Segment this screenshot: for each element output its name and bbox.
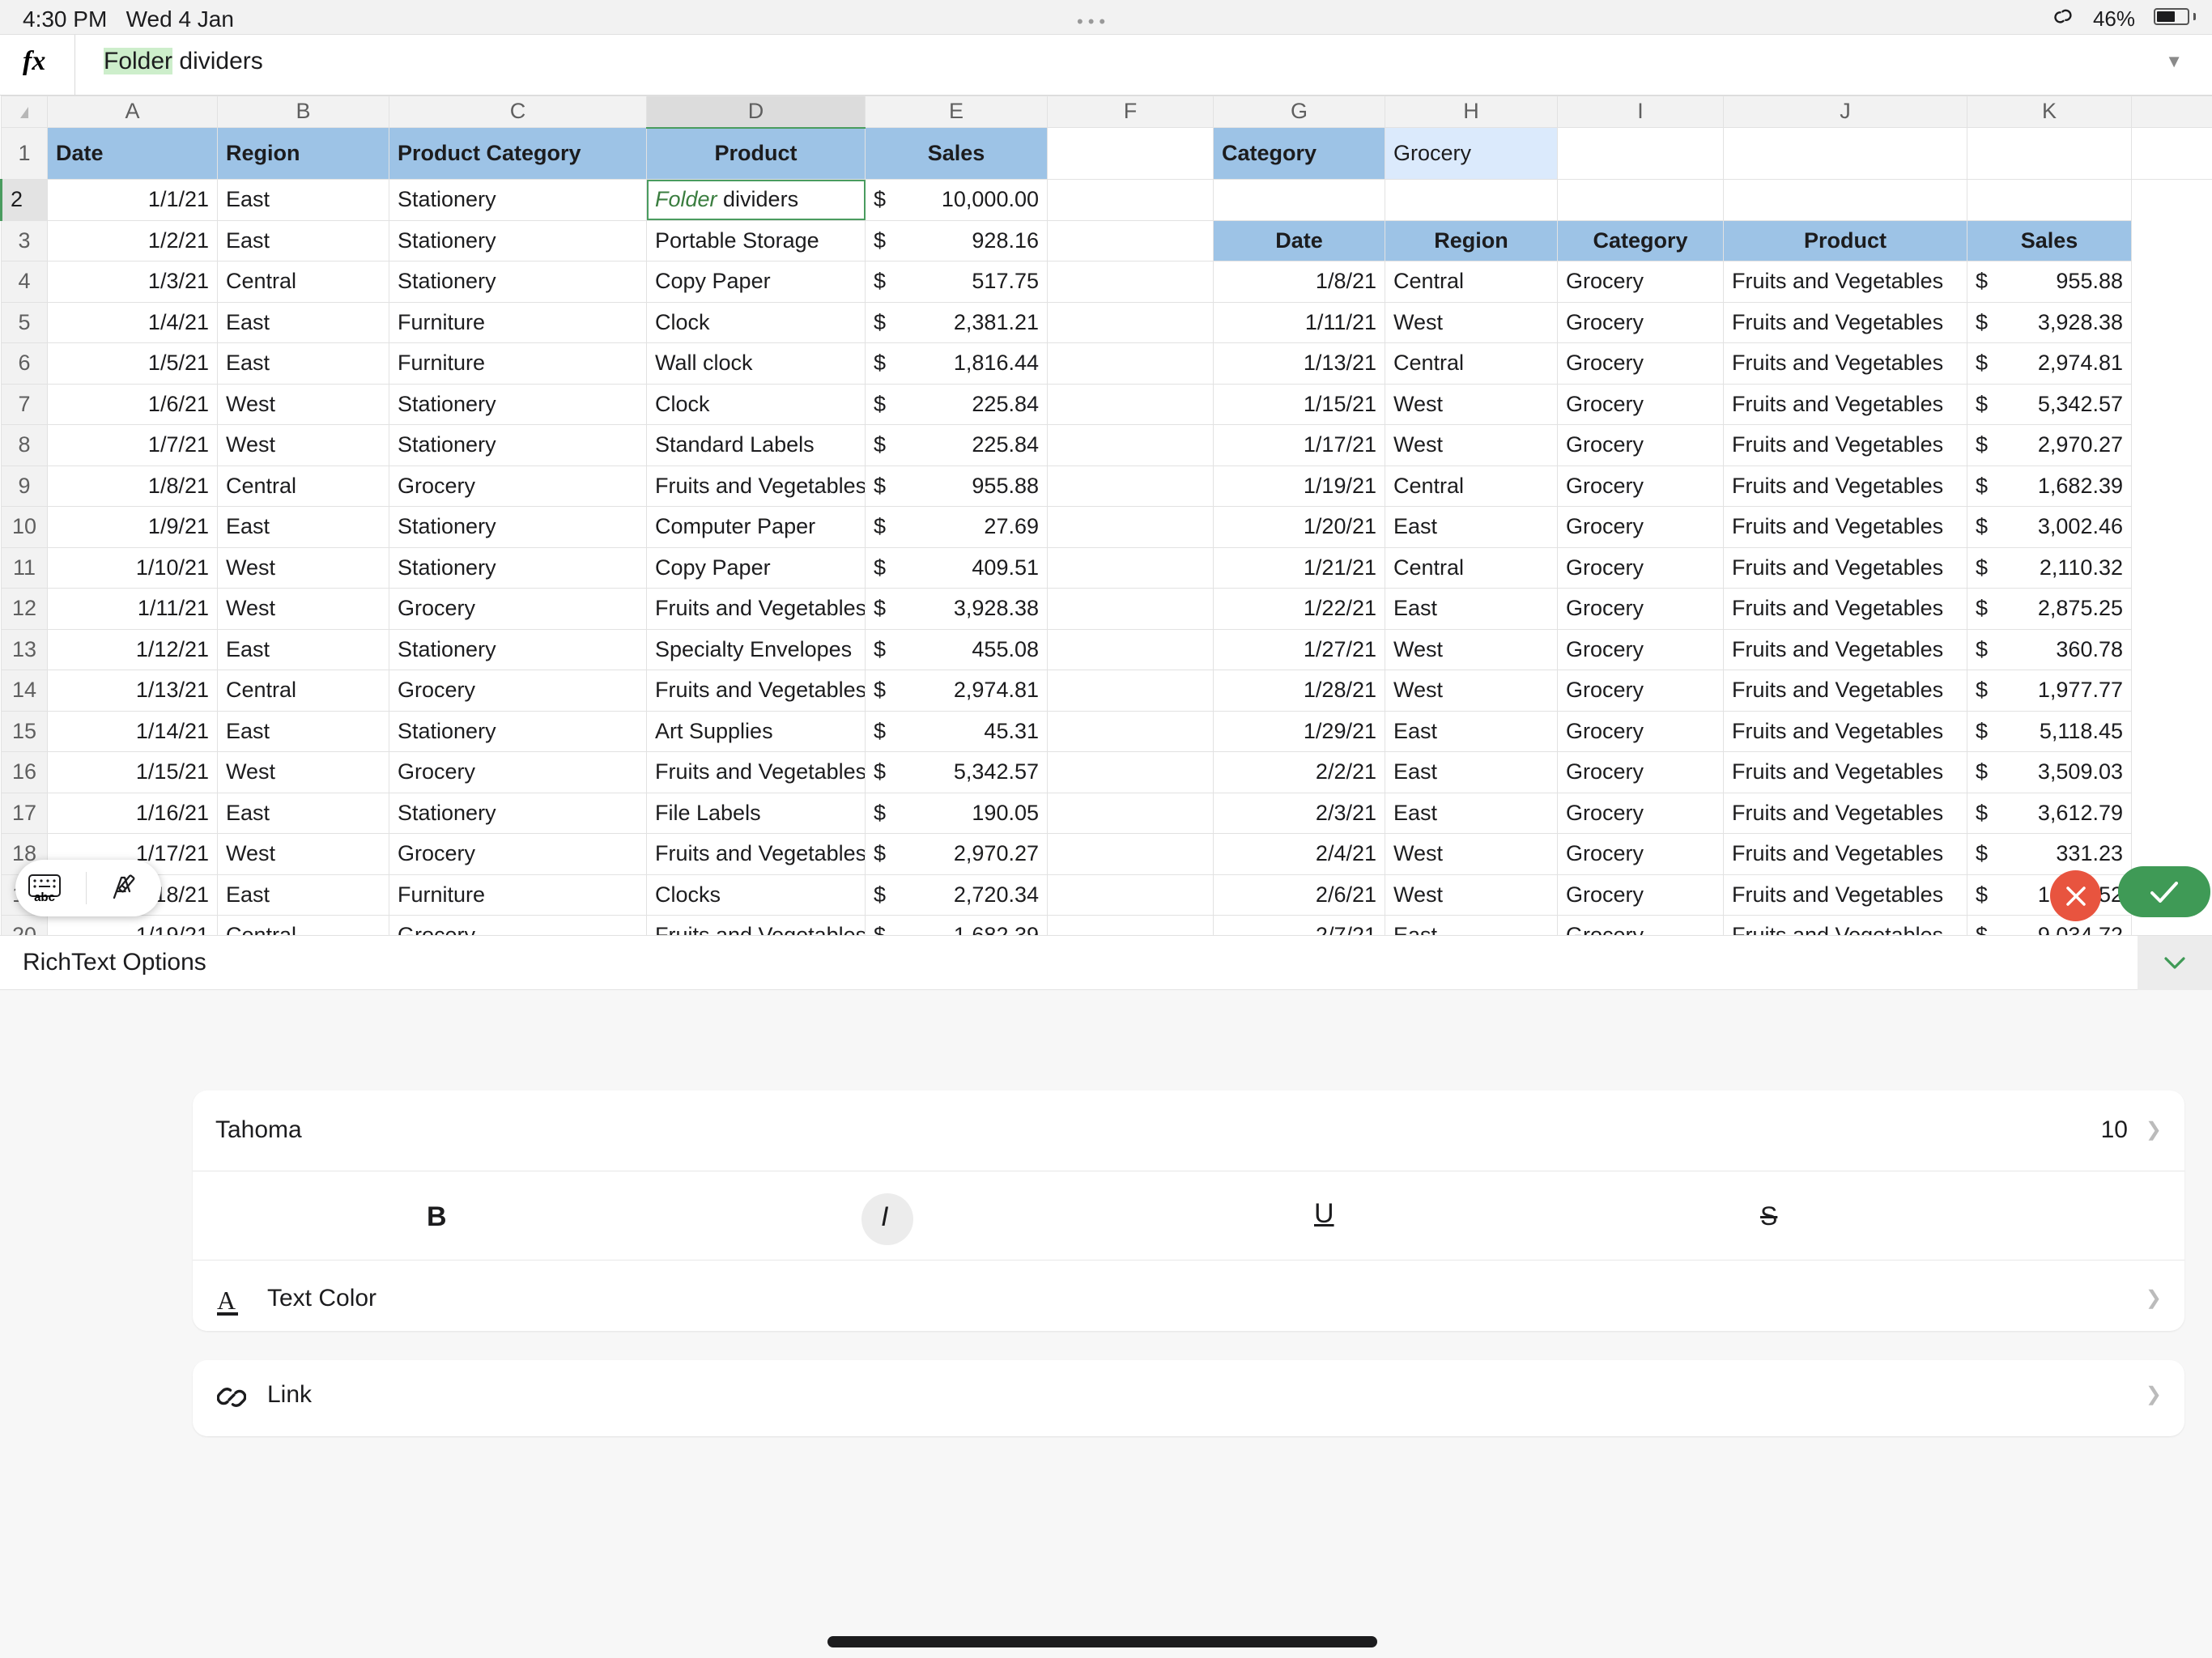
svg-text:abc: abc xyxy=(34,891,55,902)
svg-text:A: A xyxy=(217,1286,236,1315)
